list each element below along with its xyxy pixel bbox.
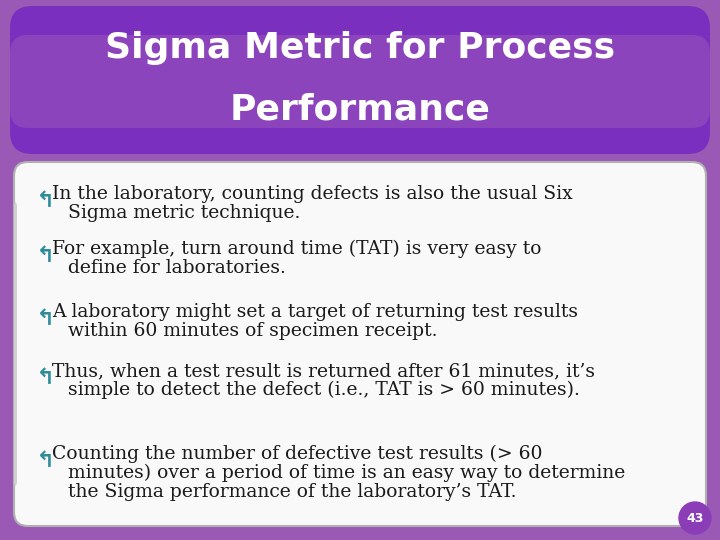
Text: Performance: Performance [230,93,490,127]
Text: For example, turn around time (TAT) is very easy to: For example, turn around time (TAT) is v… [52,240,541,258]
Text: Thus, when a test result is returned after 61 minutes, it’s: Thus, when a test result is returned aft… [52,362,595,380]
Text: define for laboratories.: define for laboratories. [68,259,286,277]
Text: ↳: ↳ [28,185,47,205]
Text: 43: 43 [686,511,703,524]
Text: Counting the number of defective test results (> 60: Counting the number of defective test re… [52,445,542,463]
FancyBboxPatch shape [13,202,18,486]
Text: Sigma Metric for Process: Sigma Metric for Process [105,31,615,65]
Text: minutes) over a period of time is an easy way to determine: minutes) over a period of time is an eas… [68,464,625,482]
Text: within 60 minutes of specimen receipt.: within 60 minutes of specimen receipt. [68,322,438,340]
Text: ↳: ↳ [28,303,47,323]
Text: A laboratory might set a target of returning test results: A laboratory might set a target of retur… [52,303,578,321]
Text: ↳: ↳ [28,445,47,465]
Circle shape [679,502,711,534]
Text: Sigma metric technique.: Sigma metric technique. [68,204,300,222]
FancyBboxPatch shape [14,162,706,526]
Text: ↳: ↳ [28,362,47,382]
Text: the Sigma performance of the laboratory’s TAT.: the Sigma performance of the laboratory’… [68,483,516,501]
FancyBboxPatch shape [4,4,716,536]
FancyBboxPatch shape [10,35,710,128]
Text: simple to detect the defect (i.e., TAT is > 60 minutes).: simple to detect the defect (i.e., TAT i… [68,381,580,399]
Text: ↳: ↳ [28,240,47,260]
FancyBboxPatch shape [10,6,710,154]
Text: In the laboratory, counting defects is also the usual Six: In the laboratory, counting defects is a… [52,185,572,203]
